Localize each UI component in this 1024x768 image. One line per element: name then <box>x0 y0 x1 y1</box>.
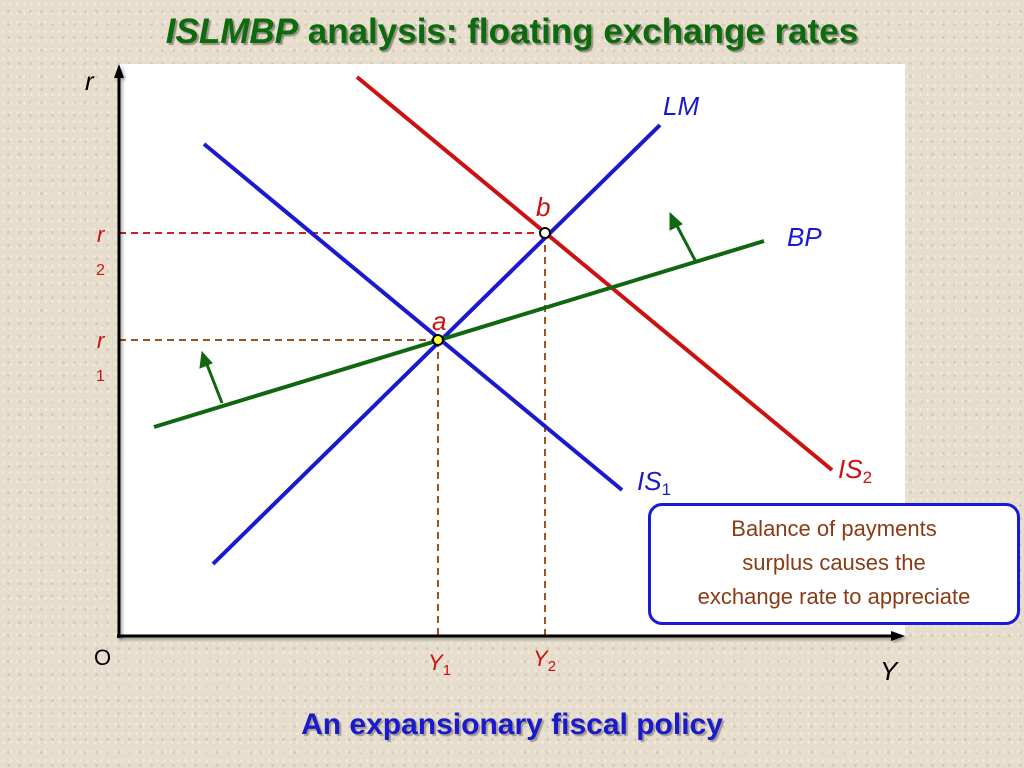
point-a-label: a <box>432 306 446 336</box>
y-axis <box>114 64 124 638</box>
slide-subtitle: An expansionary fiscal policy <box>301 708 723 741</box>
y2-label-sub: 2 <box>548 658 556 675</box>
point-a-marker <box>432 334 444 346</box>
origin-label: O <box>94 645 111 670</box>
bp-shift-arrow-lower <box>199 350 224 404</box>
r1-label-sub: 1 <box>96 368 105 385</box>
r2-label-sub: 2 <box>96 262 105 279</box>
is1-label-main: IS <box>637 466 662 496</box>
callout-line-2: surplus causes the <box>742 550 926 575</box>
y1-label: Y1 <box>428 650 451 679</box>
bp-label: BP <box>787 222 822 252</box>
is2-curve <box>355 75 834 472</box>
point-b-label: b <box>536 192 550 222</box>
is1-label: IS1 <box>637 466 671 499</box>
callout-line-1: Balance of payments <box>731 516 937 541</box>
bp-shift-arrow-upper <box>669 211 698 263</box>
lm-label: LM <box>663 91 699 121</box>
slide-title: ISLMBP analysis: floating exchange rates <box>0 12 1024 52</box>
is1-label-sub: 1 <box>662 480 671 499</box>
y1-label-sub: 1 <box>443 662 451 679</box>
point-b-marker <box>539 227 551 239</box>
x-axis <box>117 631 905 641</box>
is1-curve <box>202 142 624 492</box>
bp-curve <box>153 239 765 429</box>
r2-label-main: r <box>97 222 106 247</box>
y2-label-main: Y <box>533 646 549 671</box>
y-axis-label: r <box>85 66 95 96</box>
is2-label-sub: 2 <box>863 468 872 487</box>
x-axis-label: Y <box>880 656 899 686</box>
y1-label-main: Y <box>428 650 444 675</box>
title-rest: analysis: floating exchange rates <box>298 12 859 51</box>
is2-label: IS2 <box>838 454 872 487</box>
y2-label: Y2 <box>533 646 556 675</box>
callout-line-3: exchange rate to appreciate <box>697 584 971 609</box>
is2-label-main: IS <box>838 454 863 484</box>
callout-box: Balance of payments surplus causes the e… <box>648 503 1020 625</box>
r1-label-main: r <box>97 328 106 353</box>
title-italic: ISLMBP <box>165 12 298 51</box>
